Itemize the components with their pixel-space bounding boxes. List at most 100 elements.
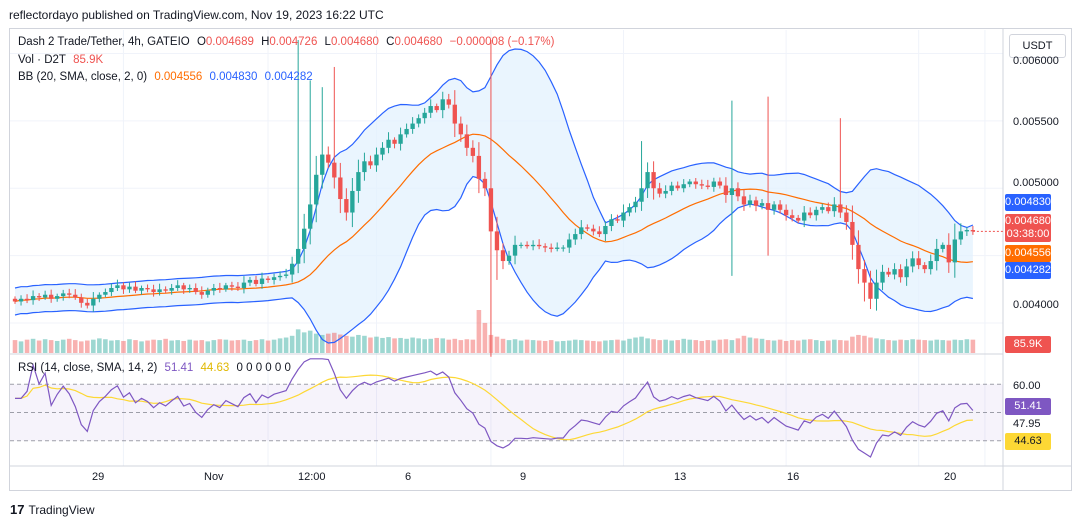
- candle-body: [850, 221, 855, 245]
- candle-body: [874, 282, 879, 299]
- candle-body: [193, 288, 198, 293]
- volume-bar: [42, 339, 48, 353]
- volume-bar: [133, 340, 138, 353]
- candle-body: [609, 219, 614, 226]
- candle-body: [12, 298, 18, 302]
- volume-bar: [832, 339, 837, 353]
- candle-body: [145, 288, 150, 290]
- volume-bar: [344, 335, 349, 353]
- candle-body: [910, 258, 915, 267]
- candle-body: [693, 181, 698, 185]
- candle-body: [476, 155, 482, 179]
- legend-o-value: 0.004689: [205, 36, 254, 48]
- candle-body: [729, 188, 735, 195]
- candle-body: [663, 190, 668, 194]
- volume-bar: [205, 341, 211, 353]
- volume-bar: [368, 337, 373, 353]
- tradingview-brand[interactable]: 17 TradingView: [10, 502, 95, 517]
- bollinger-band-fill: [15, 49, 973, 343]
- candle-body: [175, 285, 180, 288]
- candle-body: [18, 298, 24, 302]
- volume-bar: [765, 340, 771, 353]
- volume-bar: [476, 310, 482, 353]
- volume-bar: [452, 338, 458, 353]
- volume-bar: [265, 340, 271, 353]
- x-tick-label: 9: [520, 471, 527, 483]
- candle-body: [940, 244, 945, 249]
- candle-body: [681, 184, 686, 189]
- volume-bar: [18, 341, 24, 353]
- volume-bar: [72, 340, 78, 353]
- volume-bar: [181, 340, 186, 353]
- volume-bar: [277, 338, 283, 353]
- volume-bar: [109, 340, 114, 353]
- candle-body: [922, 265, 927, 270]
- candle-body: [542, 246, 548, 248]
- candle-body: [109, 288, 114, 293]
- candle-body: [579, 227, 584, 235]
- chart-frame: [9, 28, 1072, 491]
- legend-change: −0.000008 (−0.17%): [449, 36, 555, 48]
- candle-body: [271, 277, 277, 280]
- candle-body: [633, 201, 638, 208]
- y-tick-label: 0.005500: [1013, 116, 1059, 128]
- candle-body: [289, 263, 295, 275]
- volume-bar: [970, 339, 976, 353]
- volume-bar: [247, 340, 253, 353]
- candle-body: [771, 204, 777, 210]
- candle-body: [524, 244, 530, 247]
- candle-body: [657, 188, 662, 194]
- candle-body: [133, 286, 138, 291]
- volume-bar: [783, 340, 789, 353]
- volume-bar: [386, 337, 391, 353]
- x-tick-label: 13: [674, 471, 687, 483]
- y-tick-label: 0.004000: [1013, 299, 1059, 311]
- candle-body: [934, 248, 939, 262]
- candle-body: [259, 278, 265, 284]
- candle-body: [886, 271, 891, 275]
- candle-body: [446, 99, 451, 105]
- volume-bar: [741, 335, 747, 353]
- candle-body: [946, 244, 951, 263]
- candle-body: [386, 139, 391, 148]
- volume-bar: [813, 340, 819, 353]
- volume-bar: [199, 340, 205, 353]
- volume-bar: [301, 332, 307, 353]
- legend-rsi-value: 51.41: [164, 362, 194, 374]
- candle-body: [326, 154, 331, 163]
- candle-body: [832, 204, 837, 212]
- candle-body: [482, 178, 488, 189]
- legend-rsi-label: RSI (14, close, SMA, 14, 2): [18, 362, 158, 374]
- legend-bb-label: BB (20, SMA, close, 2, 0): [18, 71, 148, 83]
- candle-body: [952, 239, 957, 263]
- volume-bar: [603, 340, 608, 353]
- volume-bar: [711, 340, 717, 353]
- volume-bar: [356, 334, 361, 353]
- x-tick-label: 20: [944, 471, 957, 483]
- candle-body: [115, 285, 120, 288]
- volume-bar: [350, 336, 355, 353]
- currency-button[interactable]: USDT: [1009, 34, 1066, 58]
- volume-bar: [506, 340, 512, 353]
- bar-countdown: 03:38:00: [1006, 228, 1050, 240]
- candle-body: [235, 286, 241, 288]
- candle-body: [723, 185, 729, 195]
- candle-body: [808, 212, 813, 216]
- volume-bar: [699, 340, 705, 353]
- volume-bar: [392, 338, 397, 353]
- volume-bar: [30, 338, 36, 353]
- volume-bar: [307, 330, 313, 353]
- candle-body: [958, 231, 964, 240]
- volume-bar: [633, 337, 638, 353]
- volume-bar: [295, 329, 301, 353]
- volume-bar: [807, 339, 813, 353]
- volume-bar: [687, 339, 693, 353]
- candle-body: [332, 162, 337, 178]
- candle-body: [506, 255, 512, 262]
- candle-body: [904, 266, 909, 278]
- legend-bb-lower: 0.004282: [264, 71, 313, 83]
- candle-body: [567, 239, 572, 248]
- candle-body: [820, 207, 825, 210]
- volume-bar: [868, 337, 873, 353]
